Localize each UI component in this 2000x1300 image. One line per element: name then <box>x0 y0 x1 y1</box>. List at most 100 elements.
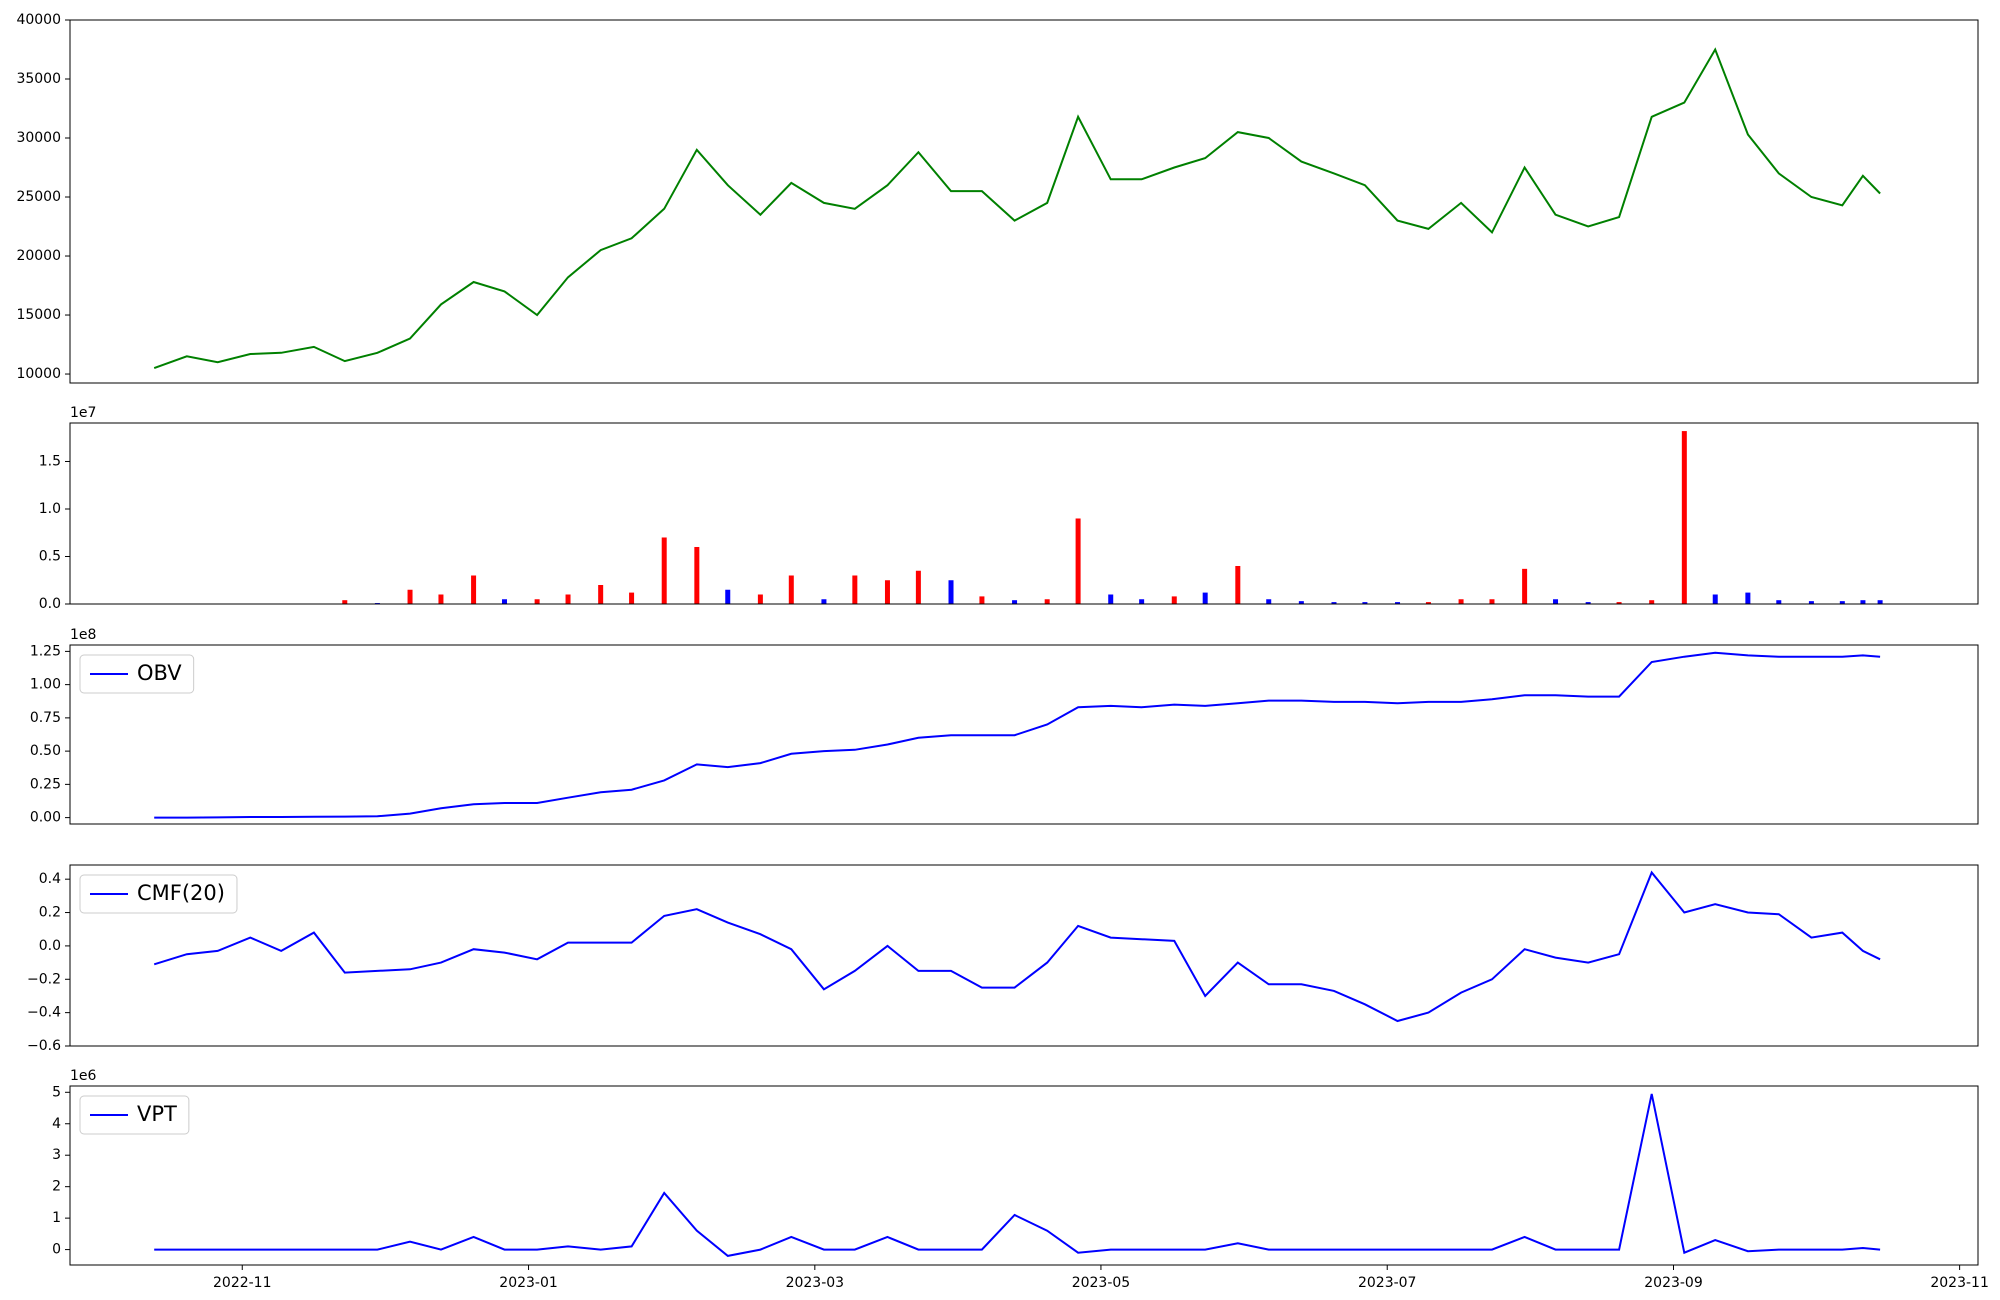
y-tick-label: 0.50 <box>30 743 61 759</box>
offset-text: 1e8 <box>70 627 96 643</box>
bar <box>757 594 763 604</box>
bar <box>1489 599 1495 604</box>
line <box>153 870 1881 1023</box>
y-tick-label: 5 <box>52 1084 61 1100</box>
bar <box>884 580 890 604</box>
axes-frame <box>69 644 1979 825</box>
y-tick-label: 1 <box>52 1210 61 1226</box>
bar <box>1712 594 1718 604</box>
bar <box>1331 602 1337 604</box>
y-tick-label: 0 <box>52 1242 61 1258</box>
bar <box>725 589 731 604</box>
y-tick-label: 2 <box>52 1179 61 1195</box>
bar <box>948 580 954 604</box>
y-tick-label: 0.2 <box>39 905 61 921</box>
axes-frame <box>69 1085 1979 1266</box>
bar <box>1681 431 1687 604</box>
bar <box>629 592 635 604</box>
bar <box>1266 599 1272 604</box>
line <box>153 47 1881 370</box>
bar <box>438 594 444 604</box>
bar <box>1585 602 1591 604</box>
offset-text: 1e6 <box>70 1068 97 1084</box>
bar <box>501 599 507 604</box>
bar <box>1044 599 1050 604</box>
x-tick-label: 2023-03 <box>786 1275 845 1291</box>
bar <box>1235 565 1241 604</box>
y-tick-label: 0.0 <box>39 596 61 612</box>
x-tick-label: 2023-07 <box>1358 1275 1417 1291</box>
bar <box>1171 596 1177 604</box>
y-tick-label: −0.4 <box>27 1005 61 1021</box>
bar <box>1395 602 1401 604</box>
bar <box>1616 602 1622 604</box>
y-tick-label: 4 <box>52 1116 61 1132</box>
axes-frame <box>69 864 1979 1047</box>
y-tick-label: −0.6 <box>27 1038 61 1054</box>
legend-label: VPT <box>137 1102 177 1126</box>
bar <box>1776 600 1782 604</box>
y-tick-label: 10000 <box>16 366 61 382</box>
y-tick-label: 20000 <box>16 248 61 264</box>
y-tick-label: 25000 <box>16 189 61 205</box>
bar <box>788 575 794 604</box>
bar <box>1012 600 1018 604</box>
bar <box>471 575 477 604</box>
bar <box>598 584 604 604</box>
legend-label: OBV <box>137 661 182 685</box>
bar <box>852 575 858 604</box>
y-tick-label: 0.25 <box>30 776 61 792</box>
bar <box>1108 594 1114 604</box>
y-tick-label: 35000 <box>16 71 61 87</box>
bar <box>1458 599 1464 604</box>
bar <box>1839 601 1845 604</box>
legend-label: CMF(20) <box>137 881 225 905</box>
legend-box <box>79 1095 190 1135</box>
bar <box>1745 592 1751 604</box>
bar <box>694 546 700 604</box>
bar <box>1139 599 1145 604</box>
y-tick-label: 1.00 <box>30 677 61 693</box>
y-tick-label: 30000 <box>16 130 61 146</box>
x-tick-label: 2023-11 <box>1930 1275 1989 1291</box>
x-tick-label: 2023-01 <box>499 1275 558 1291</box>
bar <box>979 596 985 604</box>
axes-frame <box>69 422 1979 605</box>
y-tick-label: 1.0 <box>39 501 61 517</box>
bar <box>342 600 348 604</box>
bar <box>1362 602 1368 604</box>
y-tick-label: 0.75 <box>30 710 61 726</box>
y-tick-label: 1.5 <box>39 453 61 469</box>
y-tick-label: 0.00 <box>30 810 61 826</box>
bar <box>1649 600 1655 604</box>
bar <box>1075 518 1081 604</box>
bar <box>1522 568 1528 604</box>
bar <box>534 599 540 604</box>
line <box>154 1093 1881 1257</box>
bar <box>1425 602 1431 604</box>
y-tick-label: 0.5 <box>39 548 61 564</box>
y-tick-label: 40000 <box>16 12 61 28</box>
y-tick-label: −0.2 <box>27 971 61 987</box>
y-tick-label: 0.0 <box>39 938 61 954</box>
y-tick-label: 1.25 <box>30 643 61 659</box>
y-tick-label: 3 <box>52 1147 61 1163</box>
bar <box>1808 601 1814 604</box>
bar <box>821 599 827 604</box>
y-tick-label: 0.4 <box>39 871 61 887</box>
bar <box>1553 599 1559 604</box>
y-tick-label: 15000 <box>16 307 61 323</box>
line <box>154 651 1881 819</box>
legend-box <box>79 874 238 914</box>
offset-text: 1e7 <box>70 405 96 421</box>
bar <box>1860 600 1866 604</box>
bar <box>915 570 921 604</box>
x-tick-label: 2023-05 <box>1072 1275 1131 1291</box>
bar <box>565 594 571 604</box>
bar <box>407 589 413 604</box>
bar <box>1877 600 1883 604</box>
x-tick-label: 2023-09 <box>1644 1275 1703 1291</box>
bar <box>1202 592 1208 604</box>
x-tick-label: 2022-11 <box>213 1275 272 1291</box>
